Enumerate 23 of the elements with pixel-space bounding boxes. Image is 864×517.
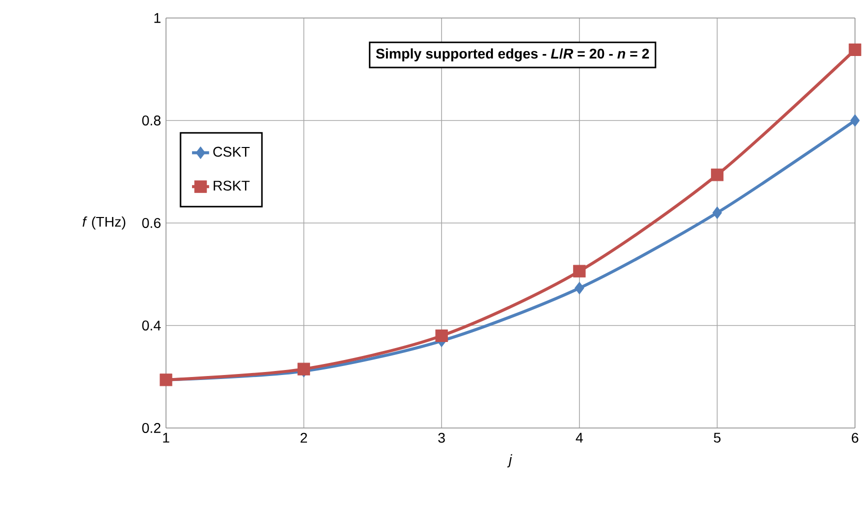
- y-tick-label: 0.6: [142, 218, 161, 228]
- point: [435, 330, 448, 342]
- y-tick-label: 0.8: [142, 116, 161, 126]
- legend-label: CSKT: [213, 146, 250, 157]
- y-tick-label: 1: [154, 13, 160, 23]
- x-tick-label: 4: [576, 432, 583, 442]
- point: [712, 206, 722, 219]
- point: [573, 264, 586, 278]
- x-tick-label: 2: [300, 432, 307, 443]
- point: [574, 282, 584, 294]
- point: [848, 44, 862, 56]
- point: [710, 168, 724, 182]
- y-axis-title: f (THz): [82, 216, 126, 230]
- legend-label: RSKT: [214, 180, 250, 191]
- x-tick-label: 3: [438, 432, 445, 443]
- x-tick-label: 5: [714, 432, 721, 443]
- y-tick-label: 0.4: [142, 320, 161, 330]
- x-tick-label: 6: [852, 432, 858, 443]
- x-tick-label: 1: [163, 432, 170, 442]
- y-tick-label: 0.2: [142, 423, 160, 433]
- text: Simply supported edges - L/R = 20 - n = 2: [376, 48, 649, 62]
- x-axis-title: j: [507, 454, 512, 468]
- point: [850, 114, 860, 127]
